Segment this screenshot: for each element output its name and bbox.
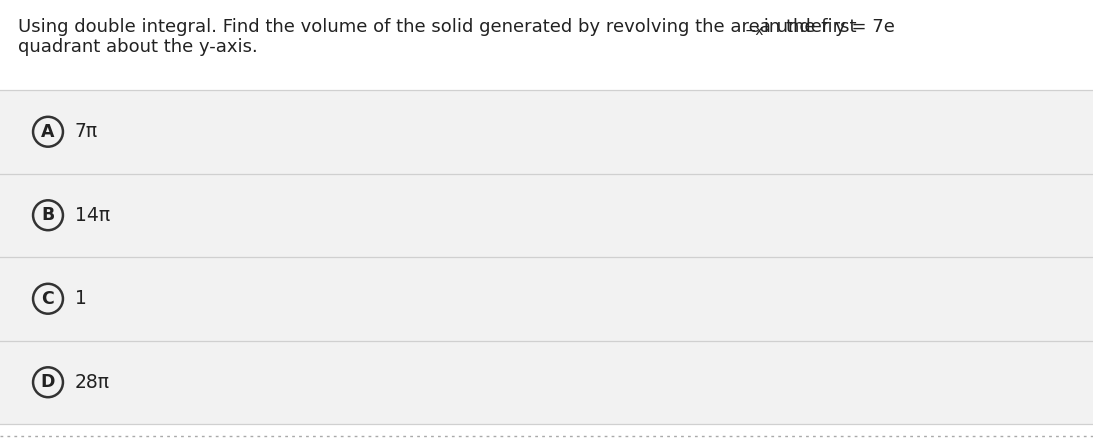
Text: Using double integral. Find the volume of the solid generated by revolving the a: Using double integral. Find the volume o…: [17, 18, 895, 36]
Text: 1: 1: [75, 289, 86, 308]
Text: C: C: [42, 290, 55, 308]
Text: B: B: [42, 206, 55, 224]
Text: quadrant about the y-axis.: quadrant about the y-axis.: [17, 38, 258, 56]
Text: −x: −x: [744, 24, 764, 38]
Bar: [0, 90, 1093, 174]
Text: 14π: 14π: [75, 206, 110, 225]
Bar: [0, 174, 1093, 257]
Bar: [0, 257, 1093, 340]
Bar: [0, 340, 1093, 424]
Text: in the first: in the first: [759, 18, 857, 36]
Text: 7π: 7π: [75, 122, 98, 141]
Text: 28π: 28π: [75, 373, 110, 392]
Text: D: D: [40, 373, 55, 391]
Text: A: A: [42, 123, 55, 141]
